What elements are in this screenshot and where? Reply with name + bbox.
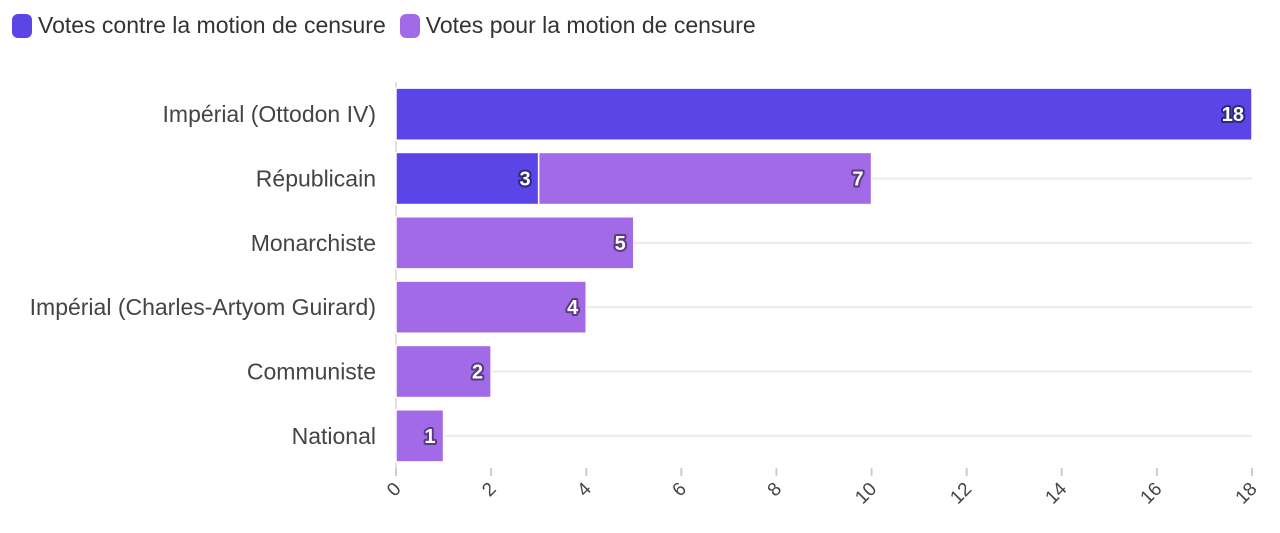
legend-label-pour: Votes pour la motion de censure — [425, 12, 756, 38]
x-tick-label-3: 6 — [669, 479, 691, 501]
value-label-1-4: 2 — [472, 362, 483, 384]
value-label-0-1: 3 — [520, 169, 531, 191]
bar-1-1 — [537, 151, 873, 206]
legend-swatch-pour — [399, 13, 420, 38]
legend-swatch-contre — [12, 13, 32, 38]
value-label-1-2: 5 — [615, 233, 626, 255]
x-tick-label-2: 4 — [573, 478, 596, 501]
category-label-2: Monarchiste — [251, 230, 376, 256]
legend-item-pour[interactable]: Votes pour la motion de censure — [399, 12, 756, 39]
category-label-0: Impérial (Ottodon IV) — [163, 101, 376, 127]
x-tick-label-9: 18 — [1232, 479, 1262, 509]
x-tick-label-5: 10 — [851, 479, 881, 509]
category-label-3: Impérial (Charles-Artyom Guirard) — [30, 294, 376, 320]
legend-label-contre: Votes contre la motion de censure — [38, 12, 386, 38]
x-tick-label-0: 0 — [383, 479, 405, 501]
category-label-1: Républicain — [256, 166, 376, 192]
category-label-5: National — [292, 423, 376, 449]
value-label-1-5: 1 — [424, 426, 435, 448]
legend-item-contre[interactable]: Votes contre la motion de censure — [12, 12, 386, 39]
bar-1-5 — [395, 409, 445, 463]
x-tick-label-8: 16 — [1137, 479, 1167, 509]
x-tick-label-4: 8 — [764, 479, 786, 501]
x-tick-label-7: 14 — [1042, 478, 1072, 508]
bar-1-3 — [395, 280, 587, 334]
bar-0-0 — [395, 87, 1253, 141]
category-label-4: Communiste — [247, 359, 376, 385]
bar-0-1 — [395, 151, 540, 206]
value-label-0-0: 18 — [1222, 104, 1244, 126]
bar-1-4 — [395, 344, 492, 399]
x-tick-label-6: 12 — [946, 479, 976, 509]
legend: Votes contre la motion de censure Votes … — [12, 12, 756, 39]
value-label-1-1: 7 — [852, 169, 863, 191]
x-tick-label-1: 2 — [478, 479, 500, 501]
bar-1-2 — [395, 216, 635, 270]
value-label-1-3: 4 — [567, 297, 579, 319]
